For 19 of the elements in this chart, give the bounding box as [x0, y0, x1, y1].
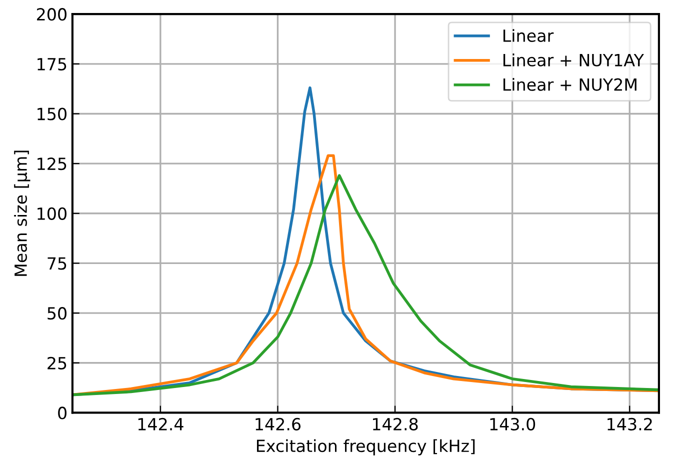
y-tick-label: 100 — [38, 207, 66, 220]
y-tick-label: 25 — [48, 356, 66, 370]
legend-label: Linear + NUY1AY — [503, 54, 644, 66]
x-axis-title: Excitation frequency [kHz] — [256, 439, 475, 456]
y-tick-label: 125 — [38, 158, 66, 170]
x-tick-label: 143.0 — [490, 418, 536, 430]
y-tick-label: 0 — [58, 406, 66, 420]
x-tick-label: 142.6 — [256, 418, 301, 430]
legend-label: Linear + NUY2M — [503, 78, 636, 91]
x-tick-label: 142.4 — [138, 418, 184, 430]
x-tick-label: 143.2 — [608, 418, 652, 430]
y-axis-title: Mean size [µm] — [14, 150, 30, 276]
y-tick-label: 150 — [38, 108, 66, 120]
y-tick-label: 200 — [37, 8, 66, 21]
y-tick-label: 175 — [38, 58, 66, 70]
y-tick-label: 50 — [48, 307, 66, 320]
x-tick-label: 142.8 — [373, 418, 418, 430]
legend-label: Linear — [503, 29, 554, 42]
y-tick-label: 75 — [48, 257, 66, 270]
